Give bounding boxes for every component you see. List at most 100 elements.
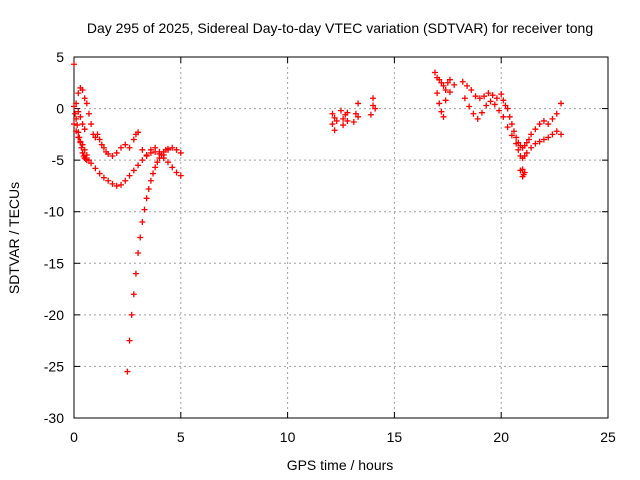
data-point [135, 162, 142, 169]
data-point [446, 89, 453, 96]
data-point [504, 105, 511, 112]
data-point [83, 100, 90, 107]
y-tick-label: -25 [44, 358, 64, 374]
data-point [485, 90, 492, 97]
data-point [96, 170, 103, 177]
data-point [515, 146, 522, 153]
data-point [88, 121, 95, 128]
x-tick-label: 25 [600, 429, 616, 445]
data-point [355, 100, 362, 107]
data-point [431, 69, 438, 76]
data-point [173, 146, 180, 153]
data-point [92, 134, 99, 141]
data-point [340, 122, 347, 129]
x-tick-label: 20 [493, 429, 509, 445]
data-point [444, 79, 451, 86]
x-tick-label: 0 [70, 429, 78, 445]
series-upper-branch-early [71, 61, 184, 160]
x-tick-label: 15 [387, 429, 403, 445]
data-point [521, 153, 528, 160]
data-point [74, 122, 81, 129]
data-point [500, 113, 507, 120]
data-point [520, 171, 527, 178]
data-point [340, 115, 347, 122]
data-point [489, 92, 496, 99]
data-point [122, 177, 129, 184]
plot-frame [73, 56, 609, 419]
data-point [113, 182, 120, 189]
data-point [130, 291, 137, 298]
x-tick-label: 10 [280, 429, 296, 445]
data-point [446, 76, 453, 83]
data-point [472, 93, 479, 100]
data-point [147, 149, 154, 156]
data-point [491, 101, 498, 108]
data-point [117, 181, 124, 188]
data-point [88, 160, 95, 167]
data-point [344, 109, 351, 116]
y-axis-label: SDTVAR / TECUs [6, 182, 22, 294]
y-tick-label: -10 [44, 204, 64, 220]
data-point [154, 159, 161, 166]
data-point [75, 90, 82, 97]
data-point [109, 180, 116, 187]
data-point [71, 121, 77, 128]
data-point [498, 91, 505, 98]
chart-title: Day 295 of 2025, Sidereal Day-to-day VTE… [87, 20, 593, 36]
data-point [75, 108, 82, 115]
data-point [81, 95, 88, 102]
data-point [100, 174, 107, 181]
data-point [92, 165, 99, 172]
data-point [169, 164, 176, 171]
data-point [81, 146, 88, 153]
data-point [98, 141, 105, 148]
data-point [536, 121, 543, 128]
data-point [79, 121, 86, 128]
data-point [71, 61, 77, 68]
data-point [466, 103, 473, 110]
data-point [78, 144, 85, 151]
data-point [438, 79, 445, 86]
data-point [94, 131, 101, 138]
data-point [536, 138, 543, 145]
data-point [76, 134, 83, 141]
data-point [329, 121, 336, 128]
data-point [508, 121, 515, 128]
data-point [540, 117, 547, 124]
data-point [528, 144, 535, 151]
data-point [73, 115, 80, 122]
data-point [143, 195, 150, 202]
data-point [83, 157, 90, 164]
data-point [156, 155, 163, 162]
data-point [468, 87, 475, 94]
data-point [96, 136, 103, 143]
data-point [523, 149, 530, 156]
data-point [502, 102, 509, 109]
data-point [137, 234, 144, 241]
data-point [487, 98, 494, 105]
data-point [135, 249, 142, 256]
data-point [109, 153, 116, 160]
data-point [124, 368, 131, 375]
data-point [352, 110, 359, 117]
data-point [545, 121, 552, 128]
data-point [521, 142, 528, 149]
data-point [483, 102, 490, 109]
data-point [513, 134, 520, 141]
data-point [370, 95, 377, 102]
data-point [81, 126, 88, 133]
data-point [344, 117, 351, 124]
data-point [141, 206, 148, 213]
data-point [139, 146, 146, 153]
data-point [143, 153, 150, 160]
data-point [350, 118, 357, 125]
data-point [367, 111, 374, 118]
data-point [79, 87, 86, 94]
data-point [532, 126, 539, 133]
data-point [150, 170, 157, 177]
data-point [442, 97, 449, 104]
data-point [558, 131, 565, 138]
data-point [481, 93, 488, 100]
